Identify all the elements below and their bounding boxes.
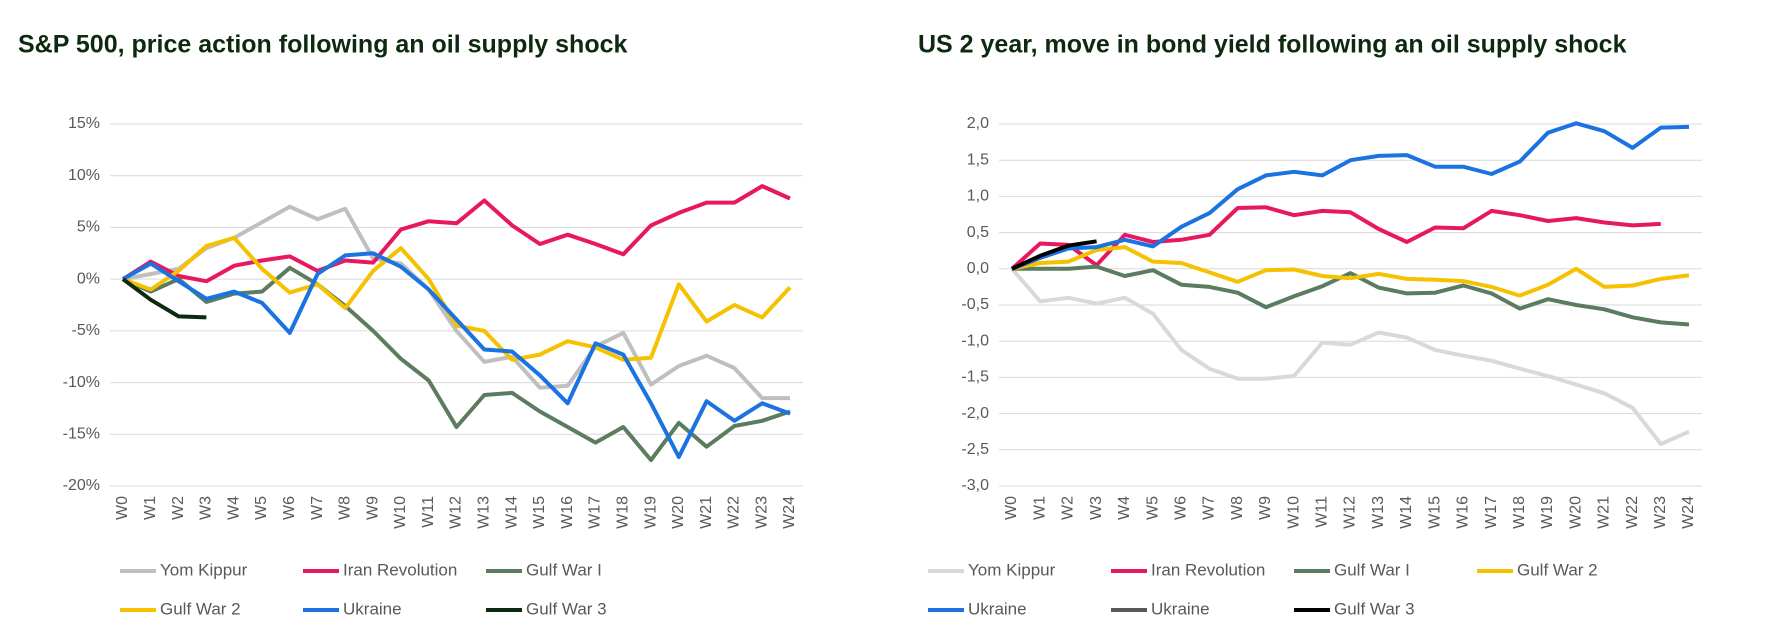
x-tick-label: W9 — [364, 496, 381, 520]
legend-label: Gulf War 2 — [160, 599, 241, 618]
x-tick-label: W22 — [726, 496, 743, 529]
x-tick-label: W16 — [559, 496, 576, 529]
y-tick-label: -2,5 — [961, 441, 989, 458]
x-tick-label: W17 — [587, 496, 604, 529]
x-tick-label: W4 — [225, 496, 242, 520]
y-tick-label: 15% — [68, 115, 100, 132]
chart: S&P 500, price action following an oil s… — [18, 31, 803, 618]
x-tick-label: W15 — [1426, 496, 1443, 529]
x-tick-label: W14 — [1398, 496, 1415, 529]
x-tick-label: W23 — [1652, 496, 1669, 529]
series-line — [1010, 205, 1661, 271]
legend-label: Iran Revolution — [343, 560, 457, 579]
x-tick-label: W7 — [1201, 496, 1218, 520]
chart-title: S&P 500, price action following an oil s… — [18, 31, 627, 59]
legend-label: Iran Revolution — [1151, 560, 1265, 579]
x-tick-label: W11 — [420, 496, 437, 528]
y-tick-label: 0% — [77, 270, 100, 287]
legend-label: Gulf War 3 — [1334, 599, 1415, 618]
x-tick-label: W2 — [1060, 496, 1077, 520]
legend-label: Ukraine — [343, 599, 402, 618]
x-tick-label: W10 — [1285, 496, 1302, 529]
y-tick-label: 1,5 — [967, 151, 989, 168]
legend-label: Gulf War I — [1334, 560, 1410, 579]
x-tick-label: W20 — [1567, 496, 1584, 529]
x-tick-label: W3 — [1088, 496, 1105, 520]
y-tick-label: 10% — [68, 167, 100, 184]
y-tick-label: 1,0 — [967, 188, 989, 205]
y-tick-label: 2,0 — [967, 115, 989, 132]
series-line — [122, 251, 791, 459]
y-tick-label: -1,5 — [961, 369, 989, 386]
x-tick-label: W24 — [781, 496, 798, 529]
legend-label: Gulf War I — [526, 560, 602, 579]
series-line — [1011, 121, 1690, 271]
x-tick-label: W11 — [1314, 496, 1331, 528]
y-tick-label: 0,5 — [967, 224, 989, 241]
x-tick-label: W2 — [170, 496, 187, 520]
x-tick-label: W13 — [476, 496, 493, 529]
x-tick-label: W21 — [698, 496, 715, 529]
x-tick-label: W23 — [753, 496, 770, 529]
series-line — [121, 184, 791, 284]
y-tick-label: -3,0 — [961, 477, 989, 494]
chart-title: US 2 year, move in bond yield following … — [918, 31, 1627, 59]
legend-label: Ukraine — [968, 599, 1027, 618]
x-tick-label: W1 — [1031, 496, 1048, 520]
x-tick-label: W3 — [198, 496, 215, 520]
series-line — [1010, 267, 1690, 446]
x-tick-label: W18 — [614, 496, 631, 529]
legend-label: Gulf War 3 — [526, 599, 607, 618]
series-line — [1012, 264, 1690, 327]
x-tick-label: W12 — [448, 496, 465, 529]
y-tick-label: -10% — [63, 374, 100, 391]
x-tick-label: W24 — [1680, 496, 1697, 529]
x-tick-label: W17 — [1483, 496, 1500, 529]
x-tick-label: W5 — [1144, 496, 1161, 520]
legend-label: Yom Kippur — [968, 560, 1056, 579]
x-tick-label: W19 — [1539, 496, 1556, 529]
y-tick-label: -1,0 — [961, 332, 989, 349]
x-tick-label: W13 — [1370, 496, 1387, 529]
series-line — [122, 235, 792, 362]
x-tick-label: W19 — [642, 496, 659, 529]
y-tick-label: -2,0 — [961, 405, 989, 422]
x-tick-label: W10 — [392, 496, 409, 529]
x-tick-label: W15 — [531, 496, 548, 529]
x-tick-label: W5 — [253, 496, 270, 520]
legend-label: Ukraine — [1151, 599, 1210, 618]
x-tick-label: W6 — [1172, 496, 1189, 520]
x-tick-label: W18 — [1511, 496, 1528, 529]
x-tick-label: W21 — [1596, 496, 1613, 529]
x-tick-label: W6 — [281, 496, 298, 520]
x-tick-label: W8 — [337, 496, 354, 520]
y-tick-label: -15% — [63, 426, 100, 443]
x-tick-label: W0 — [1003, 496, 1020, 520]
y-tick-label: -20% — [63, 477, 100, 494]
x-tick-label: W16 — [1455, 496, 1472, 529]
x-tick-label: W7 — [309, 496, 326, 520]
x-tick-label: W12 — [1342, 496, 1359, 529]
series-line — [1011, 239, 1097, 271]
series-line — [1011, 245, 1690, 298]
legend-label: Gulf War 2 — [1517, 560, 1598, 579]
x-tick-label: W20 — [670, 496, 687, 529]
y-tick-label: -0,5 — [961, 296, 989, 313]
x-tick-label: W22 — [1624, 496, 1641, 529]
x-tick-label: W4 — [1116, 496, 1133, 520]
y-tick-label: 5% — [77, 219, 100, 236]
chart: US 2 year, move in bond yield following … — [918, 31, 1702, 618]
y-tick-label: 0,0 — [967, 260, 989, 277]
x-tick-label: W1 — [142, 496, 159, 520]
y-tick-label: -5% — [72, 322, 100, 339]
series-line — [121, 277, 207, 320]
x-tick-label: W9 — [1257, 496, 1274, 520]
x-tick-label: W8 — [1229, 496, 1246, 520]
legend-label: Yom Kippur — [160, 560, 248, 579]
x-tick-label: W14 — [503, 496, 520, 529]
x-tick-label: W0 — [114, 496, 131, 520]
